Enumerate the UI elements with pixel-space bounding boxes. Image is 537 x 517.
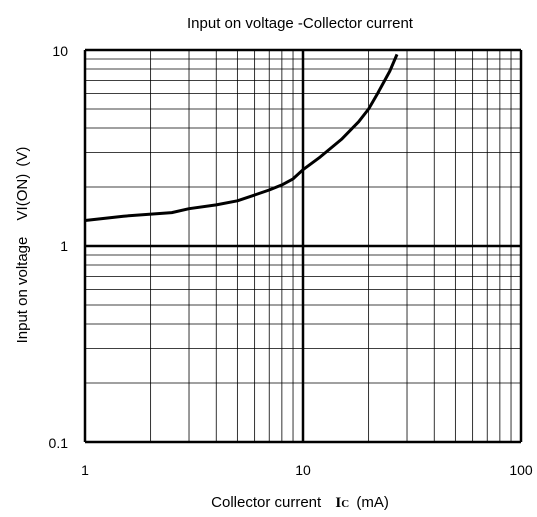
x-axis-label: Collector current IC (mA) — [211, 494, 389, 511]
x-tick-label-10: 10 — [295, 462, 311, 478]
y-axis-symbol: VI(ON) — [14, 174, 31, 221]
grid — [83, 48, 523, 444]
plot-area — [84, 53, 399, 222]
x-tick-label-1: 1 — [81, 462, 89, 478]
x-axis-unit: (mA) — [356, 494, 389, 511]
x-axis-label-text: Collector current — [211, 494, 322, 511]
y-tick-label-0.1: 0.1 — [49, 435, 69, 451]
chart-title: Input on voltage -Collector current — [187, 15, 414, 32]
y-axis-label-text: Input on voltage — [14, 237, 31, 344]
y-tick-label-10: 10 — [52, 43, 68, 59]
y-tick-label-1: 1 — [60, 238, 68, 254]
x-axis-symbol-sub: C — [341, 498, 349, 510]
x-axis-symbol: I — [335, 495, 341, 511]
series-line-0 — [84, 53, 399, 222]
x-tick-label-100: 100 — [509, 462, 533, 478]
y-axis-label: Input on voltage VI(ON) (V) — [14, 147, 31, 344]
y-axis-unit: (V) — [14, 147, 31, 167]
